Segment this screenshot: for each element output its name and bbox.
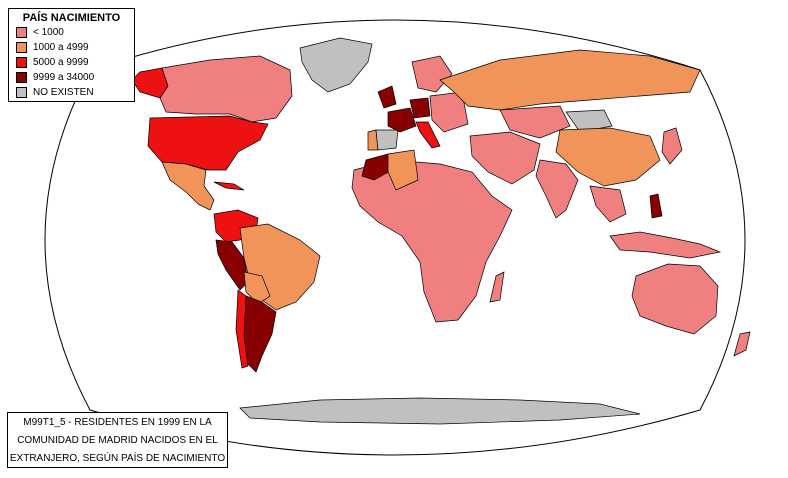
region-italy[interactable] <box>415 121 441 149</box>
region-uk[interactable] <box>377 85 397 109</box>
caption-line-2: COMUNIDAD DE MADRID NACIDOS EN EL <box>17 435 218 446</box>
legend-label: 1000 a 4999 <box>33 42 89 53</box>
legend-swatch <box>16 72 27 83</box>
map-legend: PAÍS NACIMIENTO < 1000 1000 a 4999 5000 a … <box>8 8 135 102</box>
region-canada[interactable] <box>159 55 293 123</box>
region-usa[interactable] <box>147 115 269 171</box>
region-india[interactable] <box>535 159 579 219</box>
region-indonesia[interactable] <box>609 231 722 259</box>
legend-swatch <box>16 27 27 38</box>
legend-swatch <box>16 87 27 98</box>
region-cuba[interactable] <box>213 181 245 191</box>
region-central-asia[interactable] <box>499 105 571 139</box>
region-russia[interactable] <box>439 49 701 111</box>
region-antarctica[interactable] <box>239 397 641 425</box>
legend-items: < 1000 1000 a 4999 5000 a 9999 9999 a 34000… <box>9 25 134 100</box>
legend-label: < 1000 <box>33 27 64 38</box>
caption-line-3: EXTRANJERO, SEGÚN PAÍS DE NACIMIENTO <box>9 453 226 464</box>
region-morocco[interactable] <box>361 153 393 181</box>
region-china[interactable] <box>555 127 661 187</box>
legend-swatch <box>16 57 27 68</box>
region-algeria[interactable] <box>387 149 419 191</box>
region-japan[interactable] <box>661 127 683 165</box>
region-new-zealand[interactable] <box>733 331 751 357</box>
region-mexico[interactable] <box>161 161 215 211</box>
region-australia[interactable] <box>631 263 719 335</box>
region-spain[interactable] <box>375 129 399 151</box>
region-madagascar[interactable] <box>489 271 505 303</box>
region-southeast-asia[interactable] <box>589 185 627 223</box>
region-bolivia[interactable] <box>243 271 271 305</box>
region-germany[interactable] <box>409 97 431 119</box>
region-peru[interactable] <box>215 239 249 291</box>
legend-title: PAÍS NACIMIENTO <box>22 12 121 24</box>
legend-item: < 1000 <box>16 25 134 40</box>
map-caption: M99T1_5 - RESIDENTES EN 1999 EN LA COMUN… <box>7 412 228 468</box>
legend-item: 1000 a 4999 <box>16 40 134 55</box>
region-philippines[interactable] <box>649 193 663 219</box>
region-france[interactable] <box>387 107 417 133</box>
region-middle-east[interactable] <box>469 131 541 185</box>
region-africa[interactable] <box>351 159 513 323</box>
region-chile[interactable] <box>235 289 249 369</box>
legend-label: NO EXISTEN <box>33 87 94 98</box>
legend-label: 9999 a 34000 <box>33 72 95 83</box>
legend-label: 5000 a 9999 <box>33 57 89 68</box>
legend-item: 5000 a 9999 <box>16 55 134 70</box>
region-greenland[interactable] <box>299 37 373 93</box>
region-mongolia[interactable] <box>565 109 613 133</box>
caption-line-1: M99T1_5 - RESIDENTES EN 1999 EN LA <box>23 417 212 428</box>
legend-item: NO EXISTEN <box>16 85 134 100</box>
legend-item: 9999 a 34000 <box>16 70 134 85</box>
legend-swatch <box>16 42 27 53</box>
